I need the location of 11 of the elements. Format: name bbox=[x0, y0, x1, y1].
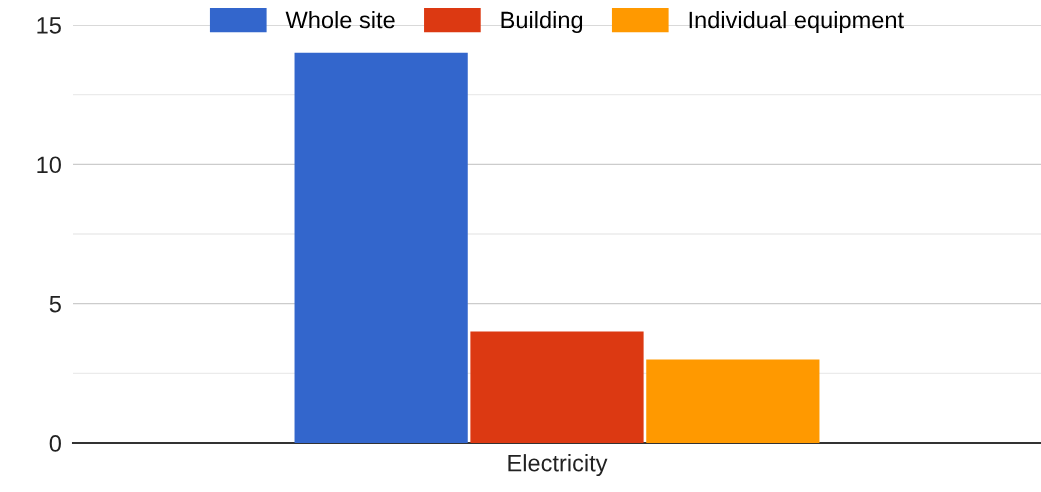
bar bbox=[294, 52, 468, 443]
y-tick-label: 15 bbox=[37, 17, 61, 34]
bar bbox=[646, 359, 820, 443]
bar bbox=[470, 331, 644, 443]
y-tick-label: 0 bbox=[49, 435, 61, 452]
y-tick-label: 5 bbox=[49, 295, 61, 313]
legend-label: Whole site bbox=[285, 11, 395, 29]
legend-label: Building bbox=[501, 11, 583, 34]
y-tick-label: 10 bbox=[37, 156, 61, 174]
x-tick-label: Electricity bbox=[508, 454, 608, 477]
legend-label: Individual equipment bbox=[689, 11, 904, 34]
